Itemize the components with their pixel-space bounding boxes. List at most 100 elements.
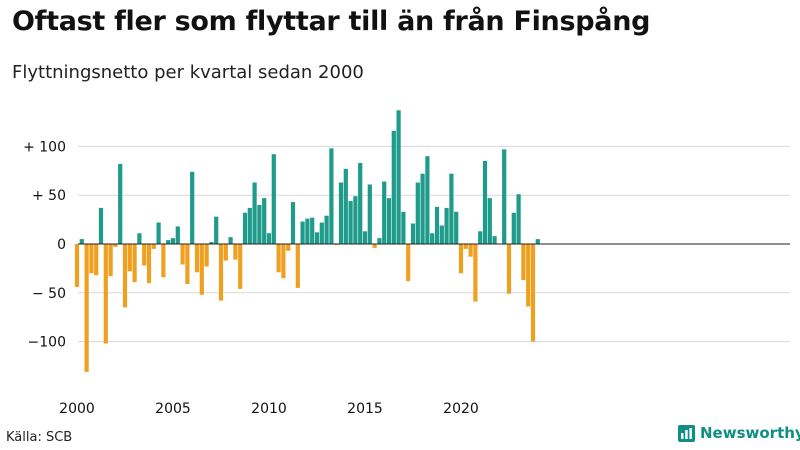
bar <box>516 194 521 244</box>
bar <box>415 182 420 244</box>
bar <box>305 218 310 244</box>
bar <box>247 207 252 244</box>
bar <box>319 222 324 244</box>
source-note: Källa: SCB <box>6 430 73 445</box>
bar <box>362 231 368 244</box>
bar <box>146 244 152 284</box>
bar <box>204 244 209 267</box>
bar <box>353 196 358 244</box>
bar <box>74 244 80 287</box>
bar <box>473 244 478 302</box>
bar <box>142 244 147 266</box>
x-tick-label: 2000 <box>59 401 95 417</box>
bar <box>190 171 195 244</box>
bar <box>170 238 176 244</box>
bar <box>324 215 329 244</box>
bar <box>401 211 406 244</box>
bar <box>425 156 430 244</box>
bar <box>410 223 416 244</box>
bar <box>161 244 166 278</box>
x-tick-label: 2010 <box>251 401 287 417</box>
bar <box>454 211 459 244</box>
bar <box>137 233 142 244</box>
bar <box>180 244 185 265</box>
x-tick-label: 2020 <box>443 401 479 417</box>
bar <box>223 244 228 261</box>
bar <box>458 244 464 274</box>
bar <box>286 244 291 251</box>
bar <box>521 244 526 281</box>
bar <box>314 232 320 244</box>
bar <box>482 161 488 244</box>
bar <box>420 173 425 244</box>
bar <box>113 244 118 247</box>
bar <box>276 244 281 273</box>
x-tick-label: 2015 <box>347 401 383 417</box>
bar <box>310 217 315 244</box>
y-tick-label: + 50 <box>32 188 66 204</box>
bar <box>281 244 286 279</box>
bar <box>242 212 248 244</box>
bar <box>535 239 540 244</box>
bar <box>103 244 108 344</box>
bar <box>214 216 219 244</box>
bar <box>199 244 204 295</box>
y-tick-label: 0 <box>57 237 66 253</box>
bar <box>367 184 372 244</box>
x-tick-label: 2005 <box>155 401 191 417</box>
bar <box>406 244 411 282</box>
bar <box>175 226 180 244</box>
bar <box>391 130 396 244</box>
bar <box>89 244 94 274</box>
bar <box>502 149 507 244</box>
bar <box>122 244 128 308</box>
bar <box>449 173 454 244</box>
bar <box>348 201 353 244</box>
bar <box>84 244 89 372</box>
bar <box>94 244 99 276</box>
bar <box>262 198 267 244</box>
bar <box>271 154 276 244</box>
bar <box>252 182 257 244</box>
bar <box>209 242 214 244</box>
bar <box>372 244 377 248</box>
bar <box>386 198 392 244</box>
y-tick-label: − 50 <box>32 286 66 302</box>
bar <box>300 221 305 244</box>
chart-title: Oftast fler som flyttar till än från Fin… <box>12 6 651 37</box>
bar <box>151 244 156 249</box>
bar <box>295 244 300 288</box>
bar <box>382 181 387 244</box>
bar <box>338 182 344 244</box>
bar <box>468 244 473 257</box>
bar <box>238 244 243 289</box>
bar <box>430 233 435 244</box>
bar <box>463 244 468 249</box>
chart-subtitle: Flyttningsnetto per kvartal sedan 2000 <box>12 62 364 83</box>
bar <box>377 238 382 244</box>
bar <box>118 163 123 244</box>
bar <box>257 204 262 244</box>
newsworthy-logo[interactable]: Newsworthy <box>678 424 800 442</box>
bar <box>530 244 536 342</box>
brand-name: Newsworthy <box>700 424 800 442</box>
bar <box>290 202 296 244</box>
bar <box>194 244 200 273</box>
bar <box>343 168 348 244</box>
bar-chart-logo-icon <box>678 424 695 442</box>
bar <box>329 148 334 244</box>
bar <box>185 244 190 285</box>
bar <box>358 162 363 244</box>
bar <box>439 225 444 244</box>
bar <box>266 233 272 244</box>
bar <box>156 222 161 244</box>
bar <box>98 207 104 244</box>
y-tick-label: + 100 <box>23 139 66 155</box>
bar <box>487 198 492 244</box>
bar <box>526 244 531 307</box>
bar <box>108 244 113 277</box>
bar <box>492 236 497 244</box>
bar <box>478 231 483 244</box>
bar <box>511 212 516 244</box>
